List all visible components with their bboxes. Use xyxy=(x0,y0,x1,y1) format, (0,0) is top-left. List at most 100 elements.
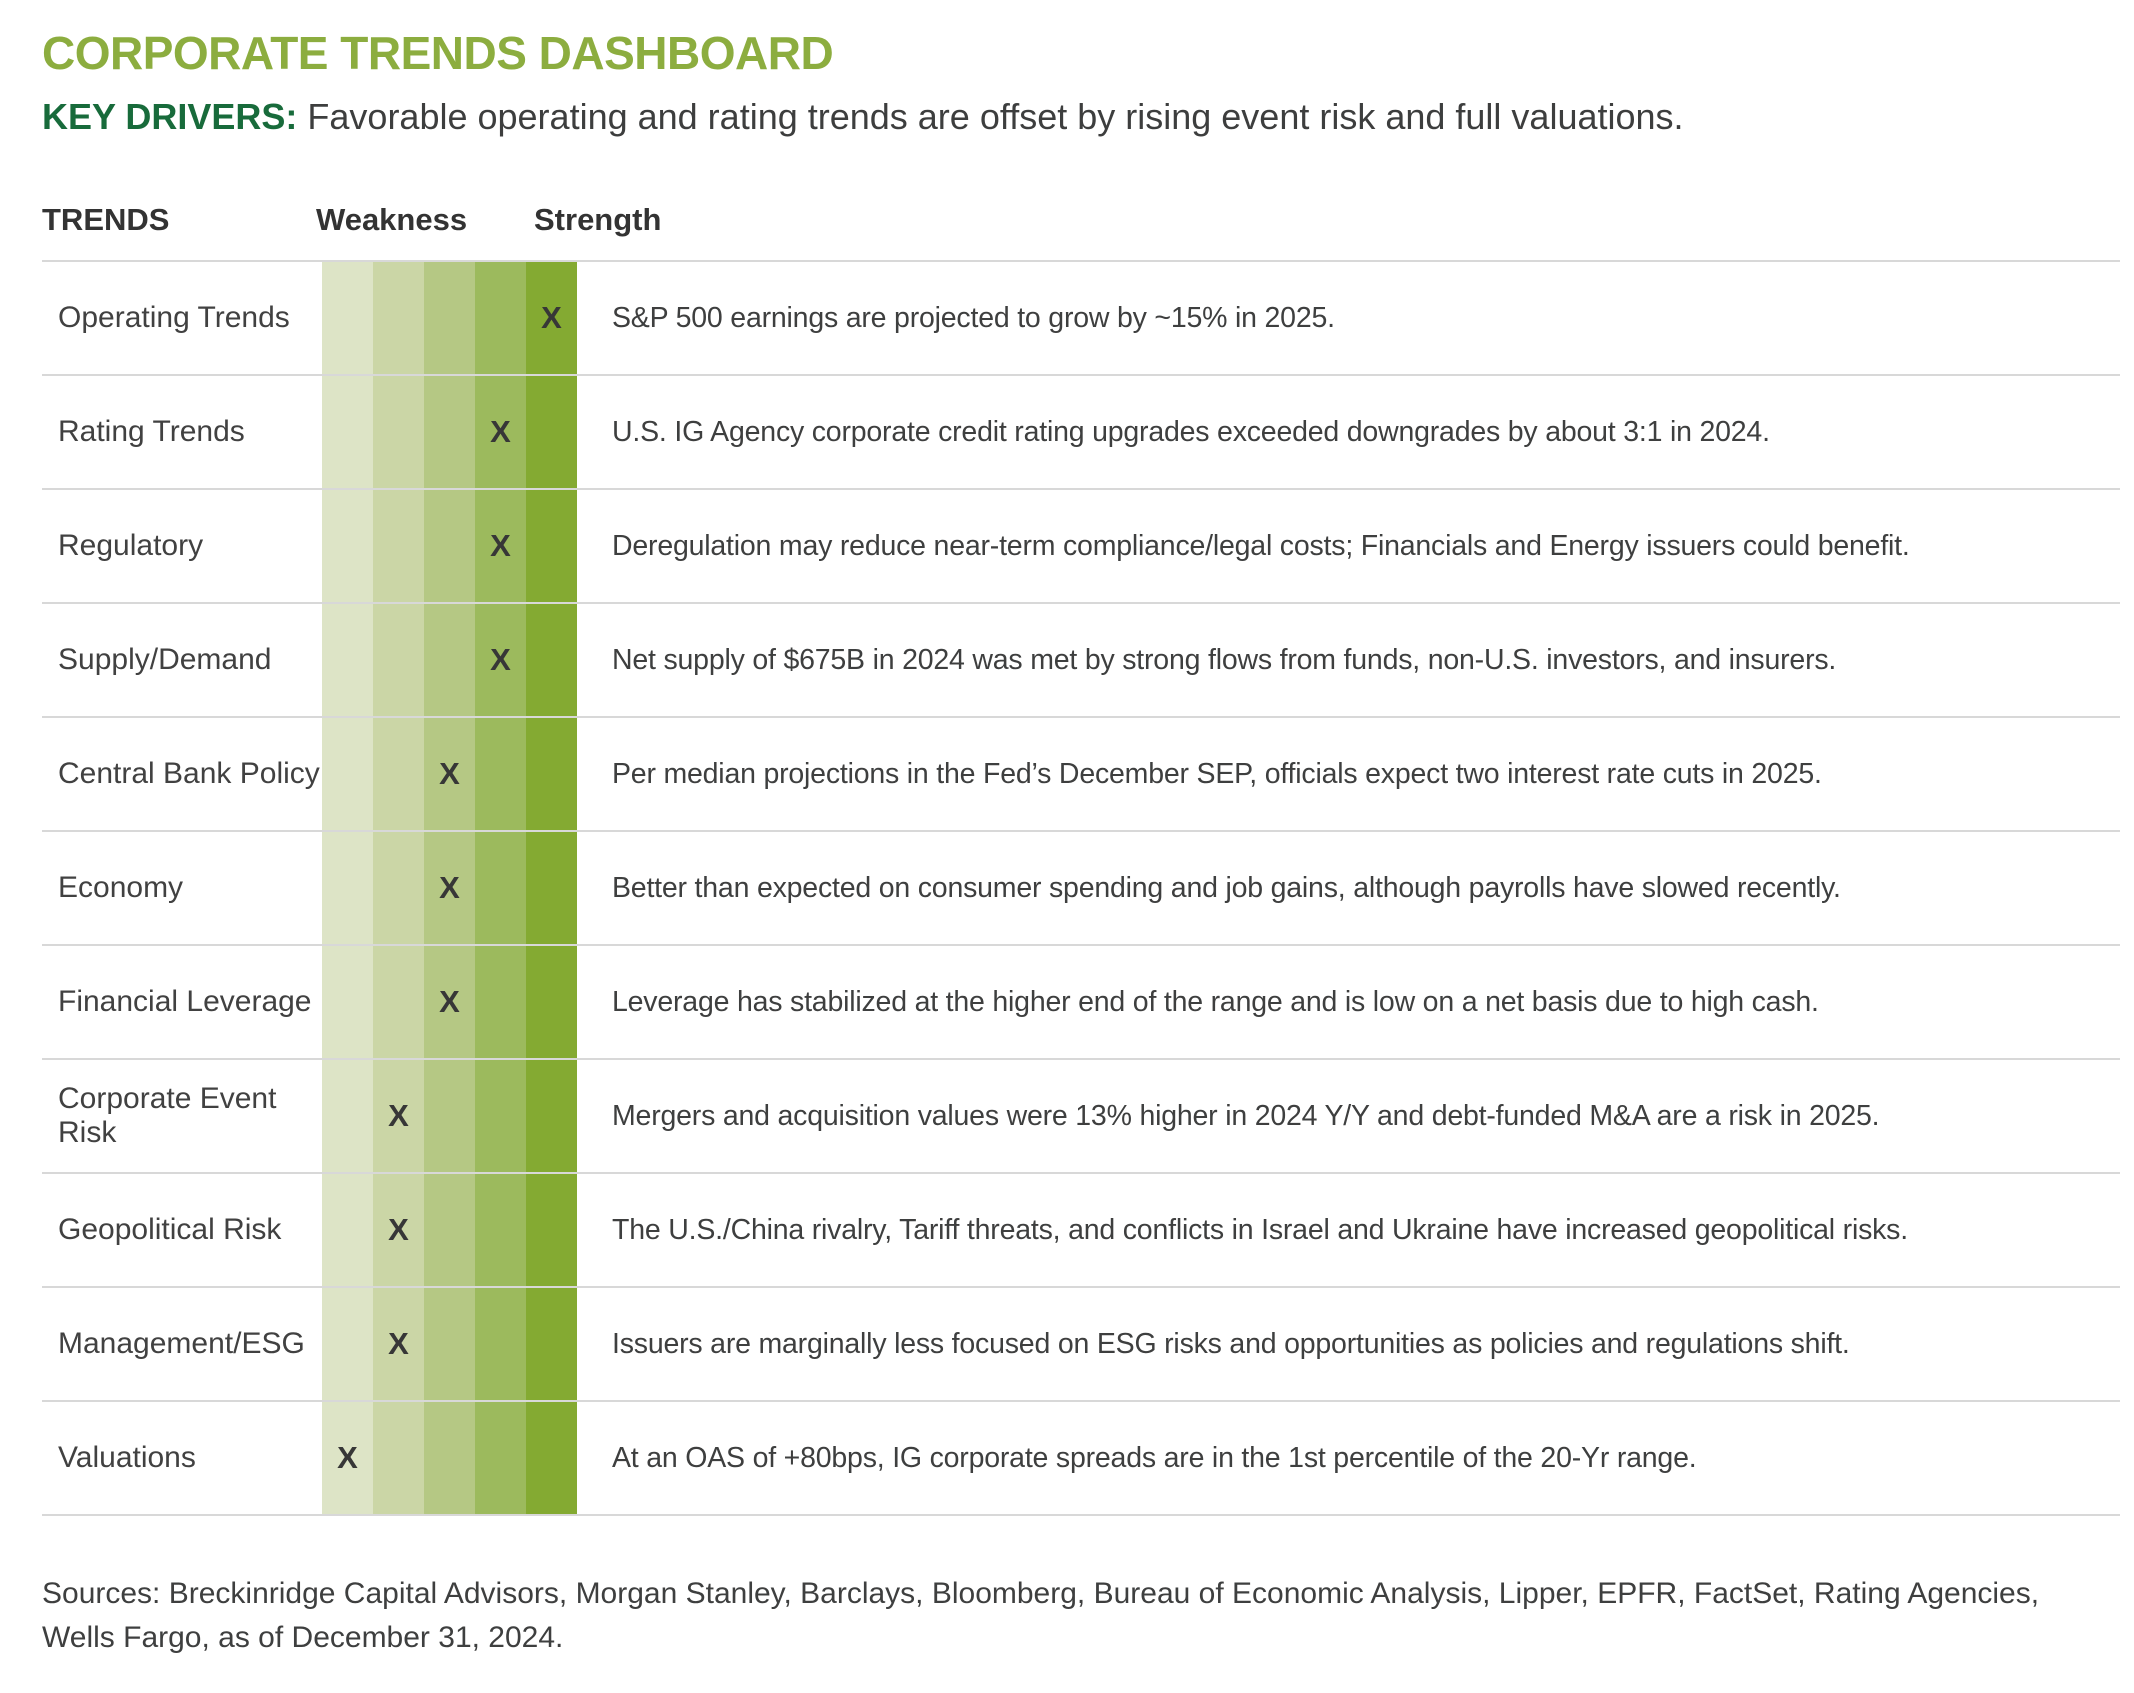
column-header-weakness: Weakness xyxy=(316,202,468,237)
strength-scale: X xyxy=(322,604,577,716)
strength-marker: X xyxy=(388,1212,409,1247)
scale-cell-4 xyxy=(475,1402,526,1514)
scale-cell-4: X xyxy=(475,376,526,488)
strength-scale: X xyxy=(322,1402,577,1514)
scale-cell-2: X xyxy=(373,1174,424,1286)
strength-scale: X xyxy=(322,832,577,944)
trend-label: Corporate Event Risk xyxy=(58,1082,277,1149)
scale-cell-5 xyxy=(526,1288,577,1400)
scale-cell-2 xyxy=(373,490,424,602)
scale-cell-5 xyxy=(526,718,577,830)
strength-marker: X xyxy=(439,870,460,905)
strength-marker: X xyxy=(490,528,511,563)
scale-cell-3 xyxy=(424,604,475,716)
table-row: Geopolitical Risk X The U.S./China rival… xyxy=(42,1174,2120,1288)
scale-cell-4 xyxy=(475,1288,526,1400)
strength-marker: X xyxy=(388,1326,409,1361)
strength-marker: X xyxy=(388,1098,409,1133)
scale-cell-1 xyxy=(322,376,373,488)
column-header-trends: TRENDS xyxy=(42,202,170,237)
scale-cell-5: X xyxy=(526,262,577,374)
scale-cell-5 xyxy=(526,1402,577,1514)
key-drivers: KEY DRIVERS: Favorable operating and rati… xyxy=(42,96,2134,138)
trend-description: The U.S./China rivalry, Tariff threats, … xyxy=(612,1213,1908,1246)
scale-cell-3 xyxy=(424,1288,475,1400)
key-drivers-text: Favorable operating and rating trends ar… xyxy=(307,96,1684,137)
scale-cell-2 xyxy=(373,946,424,1058)
scale-cell-4 xyxy=(475,262,526,374)
table-row: Financial Leverage X Leverage has stabil… xyxy=(42,946,2120,1060)
scale-cell-2: X xyxy=(373,1060,424,1172)
column-header-strength: Strength xyxy=(534,202,662,237)
trend-description: Per median projections in the Fed’s Dece… xyxy=(612,757,1822,790)
scale-cell-4 xyxy=(475,1174,526,1286)
strength-scale: X xyxy=(322,490,577,602)
strength-scale: X xyxy=(322,376,577,488)
scale-cell-5 xyxy=(526,376,577,488)
sources-line-1: Sources: Breckinridge Capital Advisors, … xyxy=(42,1577,2040,1610)
scale-cell-1 xyxy=(322,1174,373,1286)
scale-cell-3 xyxy=(424,1174,475,1286)
trend-label: Central Bank Policy xyxy=(58,757,320,790)
scale-cell-4: X xyxy=(475,604,526,716)
table-row: Rating Trends X U.S. IG Agency corporate… xyxy=(42,376,2120,490)
strength-marker: X xyxy=(439,984,460,1019)
scale-cell-1 xyxy=(322,490,373,602)
key-drivers-label: KEY DRIVERS: xyxy=(42,96,298,137)
scale-cell-2 xyxy=(373,376,424,488)
scale-cell-3 xyxy=(424,1402,475,1514)
scale-cell-5 xyxy=(526,604,577,716)
trend-label: Management/ESG xyxy=(58,1327,305,1360)
trend-label: Supply/Demand xyxy=(58,643,272,676)
trend-description: U.S. IG Agency corporate credit rating u… xyxy=(612,415,1770,448)
strength-scale: X xyxy=(322,1174,577,1286)
scale-cell-1 xyxy=(322,604,373,716)
strength-marker: X xyxy=(490,414,511,449)
table-row: Central Bank Policy X Per median project… xyxy=(42,718,2120,832)
table-row: Economy X Better than expected on consum… xyxy=(42,832,2120,946)
scale-cell-4 xyxy=(475,718,526,830)
scale-cell-1 xyxy=(322,832,373,944)
table-row: Supply/Demand X Net supply of $675B in 2… xyxy=(42,604,2120,718)
scale-cell-5 xyxy=(526,946,577,1058)
table-row: Operating Trends X S&P 500 earnings are … xyxy=(42,262,2120,376)
trend-label: Geopolitical Risk xyxy=(58,1213,282,1246)
table-row: Regulatory X Deregulation may reduce nea… xyxy=(42,490,2120,604)
scale-cell-4 xyxy=(475,946,526,1058)
trend-label: Rating Trends xyxy=(58,415,245,448)
table-row: Corporate Event Risk X Mergers and acqui… xyxy=(42,1060,2120,1174)
trend-description: Issuers are marginally less focused on E… xyxy=(612,1327,1850,1360)
sources-note: Sources: Breckinridge Capital Advisors, … xyxy=(42,1572,2134,1659)
scale-cell-3 xyxy=(424,262,475,374)
scale-cell-5 xyxy=(526,490,577,602)
scale-cell-4 xyxy=(475,1060,526,1172)
trend-label: Economy xyxy=(58,871,184,904)
scale-cell-1: X xyxy=(322,1402,373,1514)
strength-scale: X xyxy=(322,1288,577,1400)
trend-description: Leverage has stabilized at the higher en… xyxy=(612,985,1819,1018)
strength-marker: X xyxy=(490,642,511,677)
sources-line-2: Wells Fargo, as of December 31, 2024. xyxy=(42,1620,564,1654)
strength-marker: X xyxy=(439,756,460,791)
scale-cell-1 xyxy=(322,262,373,374)
strength-scale: X xyxy=(322,262,577,374)
scale-cell-1 xyxy=(322,1288,373,1400)
table-row: Valuations X At an OAS of +80bps, IG cor… xyxy=(42,1402,2120,1516)
strength-scale: X xyxy=(322,718,577,830)
scale-cell-1 xyxy=(322,946,373,1058)
scale-cell-3 xyxy=(424,376,475,488)
scale-cell-3 xyxy=(424,1060,475,1172)
trend-description: Net supply of $675B in 2024 was met by s… xyxy=(612,643,1837,676)
scale-cell-4 xyxy=(475,832,526,944)
trend-description: S&P 500 earnings are projected to grow b… xyxy=(612,301,1335,334)
scale-cell-5 xyxy=(526,1174,577,1286)
trend-description: At an OAS of +80bps, IG corporate spread… xyxy=(612,1441,1697,1474)
strength-marker: X xyxy=(337,1440,358,1475)
scale-cell-3: X xyxy=(424,832,475,944)
scale-cell-3: X xyxy=(424,718,475,830)
scale-cell-3: X xyxy=(424,946,475,1058)
trends-table: Operating Trends X S&P 500 earnings are … xyxy=(42,260,2120,1516)
trend-description: Mergers and acquisition values were 13% … xyxy=(612,1099,1880,1132)
trend-description: Better than expected on consumer spendin… xyxy=(612,871,1841,904)
trend-label: Valuations xyxy=(58,1441,196,1474)
